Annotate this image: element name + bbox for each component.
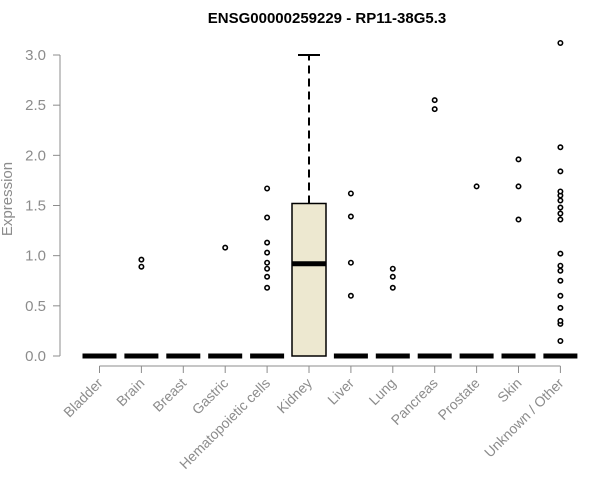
outlier-point bbox=[515, 216, 522, 223]
x-tick-label: Pancreas bbox=[388, 375, 441, 428]
y-axis: 0.0 0.5 1.0 1.5 2.0 2.5 3.0 bbox=[25, 47, 61, 365]
x-tick-label: Bladder bbox=[60, 375, 106, 421]
outlier-point bbox=[515, 183, 522, 190]
outlier-point bbox=[222, 244, 229, 251]
outlier-point bbox=[138, 256, 145, 263]
outlier-point bbox=[557, 216, 564, 223]
x-tick-label: Brain bbox=[113, 375, 147, 409]
outlier-point bbox=[557, 168, 564, 175]
outlier-point bbox=[473, 183, 480, 190]
outlier-point bbox=[347, 213, 354, 220]
outlier-point bbox=[557, 292, 564, 299]
outlier-point bbox=[557, 262, 564, 269]
box-group bbox=[124, 256, 159, 359]
outlier-point bbox=[557, 188, 564, 195]
x-tick-label: Prostate bbox=[435, 375, 483, 423]
x-tick-label: Kidney bbox=[274, 375, 316, 417]
outlier-point bbox=[347, 292, 354, 299]
outlier-point bbox=[264, 249, 271, 256]
box-group bbox=[417, 97, 452, 359]
outlier-point bbox=[264, 265, 271, 272]
chart-title: ENSG00000259229 - RP11-38G5.3 bbox=[208, 10, 447, 27]
outlier-point bbox=[264, 214, 271, 221]
outlier-point bbox=[389, 265, 396, 272]
outlier-point bbox=[557, 144, 564, 151]
box-iqr bbox=[291, 202, 327, 357]
outlier-point bbox=[347, 190, 354, 197]
outlier-point bbox=[264, 185, 271, 192]
outlier-point bbox=[557, 210, 564, 217]
outlier-point bbox=[557, 204, 564, 211]
outlier-point bbox=[264, 259, 271, 266]
outlier-point bbox=[347, 259, 354, 266]
y-tick-label: 2.5 bbox=[25, 97, 46, 114]
outlier-point bbox=[557, 250, 564, 257]
y-tick-label: 1.0 bbox=[25, 248, 46, 265]
y-tick-label: 3.0 bbox=[25, 47, 46, 64]
x-tick-label: Liver bbox=[324, 375, 357, 408]
outlier-point bbox=[557, 317, 564, 324]
box-group bbox=[459, 183, 494, 359]
outlier-point bbox=[557, 39, 564, 46]
outlier-point bbox=[557, 277, 564, 284]
x-tick-label: Breast bbox=[149, 375, 189, 415]
box-group bbox=[501, 156, 536, 359]
outlier-point bbox=[389, 273, 396, 280]
box-group bbox=[208, 244, 243, 359]
outlier-point bbox=[431, 106, 438, 113]
plot-area bbox=[82, 39, 578, 359]
x-tick-label: Skin bbox=[494, 375, 525, 406]
outlier-point bbox=[557, 304, 564, 311]
box-group bbox=[250, 185, 285, 359]
outlier-point bbox=[557, 197, 564, 204]
outlier-point bbox=[557, 337, 564, 344]
x-tick-label: Lung bbox=[366, 375, 399, 408]
x-tick-label: Unknown / Other bbox=[481, 375, 567, 461]
y-tick-label: 1.5 bbox=[25, 198, 46, 215]
box-group bbox=[333, 190, 368, 359]
outlier-point bbox=[389, 284, 396, 291]
outlier-point bbox=[515, 156, 522, 163]
y-tick-label: 2.0 bbox=[25, 147, 46, 164]
y-axis-label: Expression bbox=[0, 162, 16, 236]
outlier-point bbox=[264, 239, 271, 246]
outlier-point bbox=[138, 263, 145, 270]
outlier-point bbox=[264, 273, 271, 280]
outlier-point bbox=[431, 97, 438, 104]
box-group bbox=[543, 39, 578, 359]
box-group bbox=[375, 265, 410, 359]
y-tick-label: 0.0 bbox=[25, 348, 46, 365]
y-tick-label: 0.5 bbox=[25, 298, 46, 315]
outlier-point bbox=[557, 267, 564, 274]
box-group bbox=[291, 54, 327, 357]
outlier-point bbox=[264, 284, 271, 291]
